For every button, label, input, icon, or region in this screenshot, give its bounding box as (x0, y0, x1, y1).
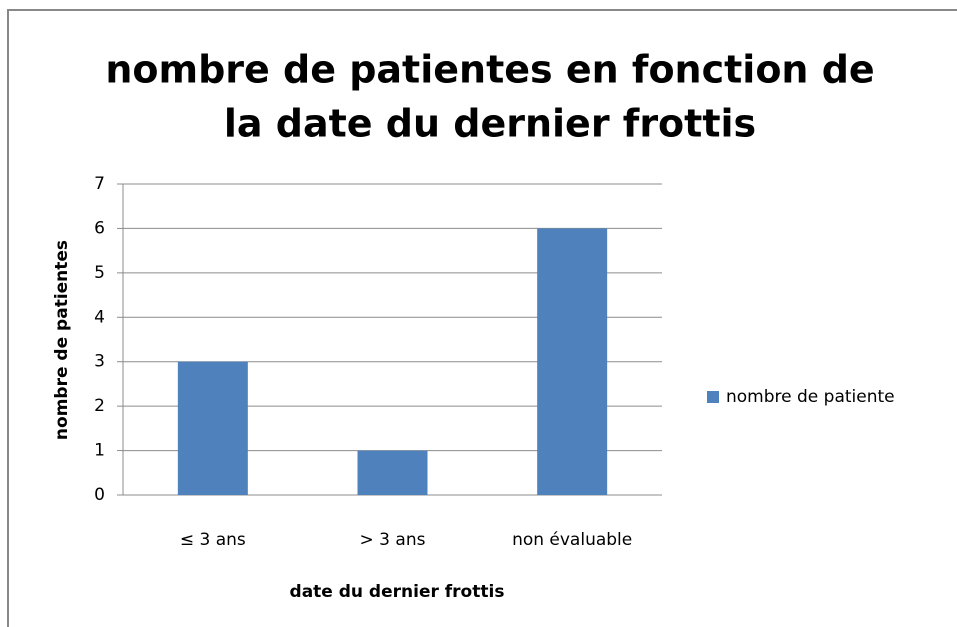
y-tick-label: 1 (94, 441, 105, 461)
y-axis-label: nombre de patientes (52, 240, 72, 440)
y-tick-label: 0 (94, 485, 105, 505)
y-tick-label: 2 (94, 396, 105, 416)
y-tick-label: 7 (94, 174, 105, 194)
bar (537, 228, 608, 495)
x-tick-label: non évaluable (512, 530, 632, 550)
legend-swatch (707, 391, 719, 403)
y-tick-label: 4 (94, 307, 105, 327)
y-tick-label: 6 (94, 218, 105, 238)
x-axis-label: date du dernier frottis (290, 582, 505, 602)
x-tick-label: > 3 ans (360, 530, 426, 550)
y-tick-label: 5 (94, 263, 105, 283)
bar (357, 450, 428, 495)
y-tick-label: 3 (94, 352, 105, 372)
bar (177, 361, 248, 495)
chart-border (7, 9, 957, 627)
x-tick-label: ≤ 3 ans (180, 530, 246, 550)
legend-label: nombre de patiente (726, 387, 895, 407)
chart-title: la date du dernier frottis (224, 102, 756, 146)
chart-title: nombre de patientes en fonction de (105, 48, 874, 92)
